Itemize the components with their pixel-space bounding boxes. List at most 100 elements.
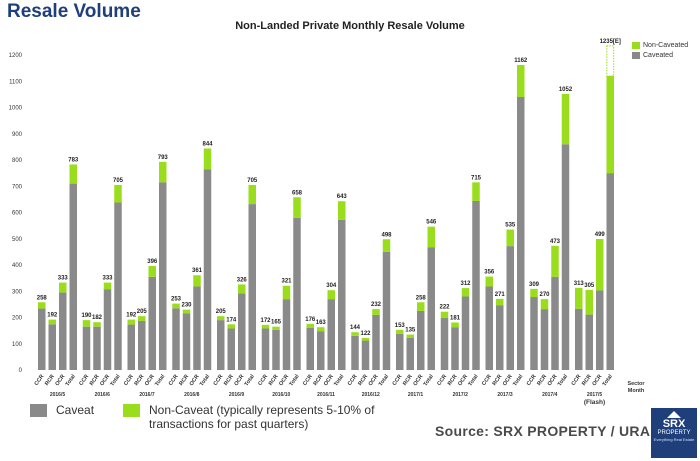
x-tick-label-sector: Total xyxy=(109,373,121,387)
y-tick-label: 1100 xyxy=(9,79,23,85)
bar-noncaveated xyxy=(272,326,280,330)
x-tick-label-month: 2016/10 xyxy=(272,392,290,398)
x-tick-label-sector: RCR xyxy=(134,374,146,387)
bar-value-label: 258 xyxy=(37,295,48,301)
bottom-legend-swatch-caveat xyxy=(30,404,47,417)
bar-caveated xyxy=(172,308,180,370)
bar-noncaveated xyxy=(282,285,291,300)
bar-caveated xyxy=(596,290,604,370)
x-tick-label-sector: OCR xyxy=(99,374,111,387)
bottom-legend-caveat: Caveat xyxy=(30,403,94,417)
bar-value-label: 182 xyxy=(92,315,103,321)
bar-value-label: 192 xyxy=(126,313,137,319)
bar-value-label: 1235[E] xyxy=(600,39,621,45)
bar-value-label: 205 xyxy=(137,309,148,315)
bar-caveated xyxy=(585,314,593,370)
x-tick-label-sector: OCR xyxy=(54,374,66,387)
x-tick-label-month: 2016/7 xyxy=(139,392,155,398)
bar-caveated xyxy=(261,328,270,370)
bar-value-label: 715 xyxy=(471,175,482,181)
bar-value-label: 356 xyxy=(484,270,495,276)
bar-caveated xyxy=(372,314,380,370)
bar-caveated xyxy=(282,299,291,370)
bar-noncaveated xyxy=(451,322,459,328)
bar-caveated xyxy=(440,318,449,370)
bar-caveated xyxy=(396,333,404,370)
bar-noncaveated xyxy=(361,337,370,341)
x-tick-label-month: 2016/12 xyxy=(362,392,380,398)
bar-caveated xyxy=(193,286,201,370)
bar-noncaveated xyxy=(182,309,191,314)
bar-noncaveated xyxy=(406,334,414,338)
logo-text-property: PROPERTY xyxy=(657,430,691,436)
bar-value-label: 793 xyxy=(158,155,169,161)
bar-noncaveated xyxy=(148,266,156,277)
bar-value-label: 172 xyxy=(260,318,271,324)
bar-noncaveated xyxy=(540,299,549,310)
x-tick-label-sector: RCR xyxy=(89,374,101,387)
bar-noncaveated xyxy=(517,64,525,97)
bar-caveated xyxy=(427,247,435,370)
y-tick-label: 600 xyxy=(12,211,23,217)
legend-item-caveated: Caveated xyxy=(632,50,688,60)
x-tick-label-sector: RCR xyxy=(581,374,593,387)
x-tick-label-sector: OCR xyxy=(189,374,201,387)
bar-noncaveated xyxy=(317,327,325,332)
bar-noncaveated xyxy=(48,319,56,325)
y-tick-label: 300 xyxy=(12,289,23,295)
bar-caveated xyxy=(148,276,156,370)
x-tick-label-month: 2017/3 xyxy=(497,392,513,398)
x-tick-label-sector: CCR xyxy=(123,374,135,387)
x-tick-label-month: 2016/9 xyxy=(229,392,245,398)
bar-noncaveated xyxy=(575,287,583,309)
x-tick-label-sector: Total xyxy=(423,373,435,387)
bottom-legend-label-noncaveat-line2: transactions for past quarters) xyxy=(149,417,309,431)
bar-caveated xyxy=(114,202,122,370)
y-tick-label: 500 xyxy=(12,237,23,243)
x-tick-label-month: 2017/2 xyxy=(453,392,469,398)
bar-caveated xyxy=(127,324,135,370)
bar-caveated xyxy=(159,182,167,370)
bar-caveated xyxy=(451,327,459,370)
bar-estimate-outline xyxy=(606,45,615,77)
x-tick-label-month: 2016/8 xyxy=(184,392,200,398)
bar-value-label: 153 xyxy=(395,323,406,329)
x-tick-label-sector: OCR xyxy=(368,374,380,387)
bar-value-label: 361 xyxy=(192,268,203,274)
bar-value-label: 643 xyxy=(337,194,348,200)
bar-noncaveated xyxy=(38,302,46,309)
x-tick-label-sector: RCR xyxy=(447,374,459,387)
x-tick-label-sector: Total xyxy=(557,373,569,387)
x-tick-label-sector: Total xyxy=(333,373,345,387)
bar-value-label: 270 xyxy=(539,292,550,298)
bar-value-label: 192 xyxy=(47,313,58,319)
bar-caveated xyxy=(138,320,146,370)
x-tick-label-sector: RCR xyxy=(357,374,369,387)
bar-value-label: 658 xyxy=(292,190,303,196)
chart-legend: Non-Caveated Caveated xyxy=(632,40,688,60)
bar-value-label: 546 xyxy=(426,220,437,226)
x-tick-label-month: 2016/11 xyxy=(317,392,335,398)
y-tick-label: 900 xyxy=(12,132,23,138)
bar-value-label: 333 xyxy=(102,276,113,282)
bar-caveated xyxy=(306,328,314,370)
bar-value-label: 326 xyxy=(237,277,248,283)
x-tick-label-sector: Total xyxy=(378,373,390,387)
bar-caveated xyxy=(103,289,112,370)
x-tick-label-sector: OCR xyxy=(144,374,156,387)
bar-caveated xyxy=(530,297,538,370)
x-tick-label-sector: CCR xyxy=(347,374,359,387)
bar-value-label: 304 xyxy=(326,283,337,289)
logo-text-tagline: Everything Real Estate xyxy=(653,437,695,442)
bar-value-label: 333 xyxy=(58,276,69,282)
bar-noncaveated xyxy=(59,282,67,293)
bar-noncaveated xyxy=(427,226,435,248)
bar-caveated xyxy=(217,320,225,370)
bar-value-label: 1052 xyxy=(559,87,573,93)
bar-value-label: 174 xyxy=(226,317,237,323)
bar-value-label: 205 xyxy=(216,309,227,315)
bar-caveated xyxy=(327,299,335,370)
x-tick-label-sector: Total xyxy=(288,373,300,387)
bar-noncaveated xyxy=(69,164,77,184)
